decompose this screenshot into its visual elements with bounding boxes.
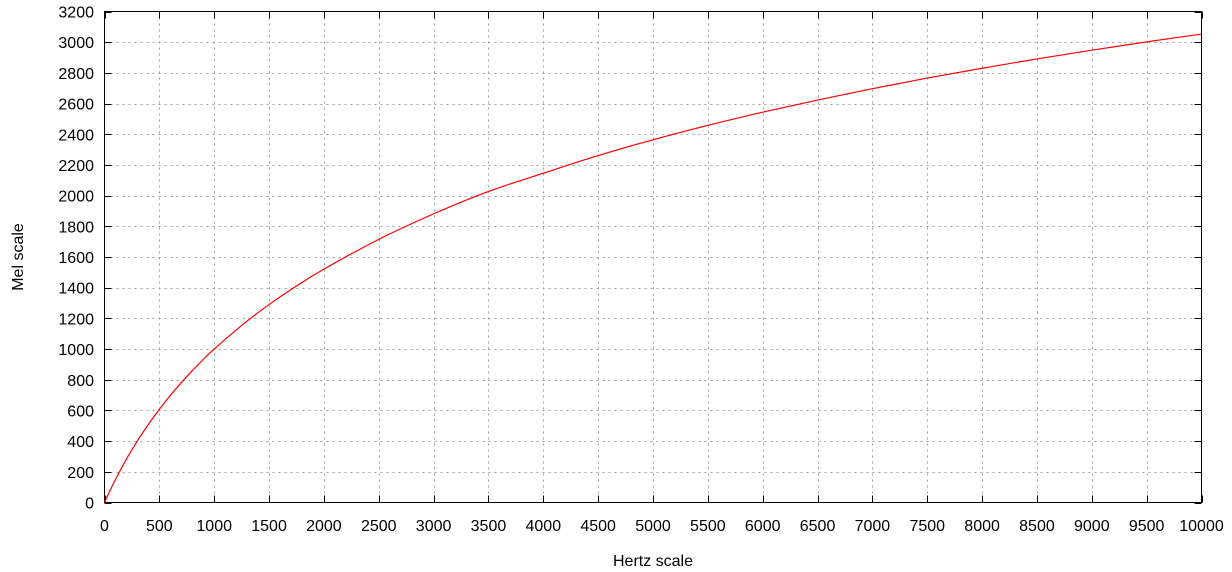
x-tick-labels: 0 500 1000 1500 2000 2500 3000 3500 4000 4500 5000…: [100, 518, 1224, 535]
x-tick-label: 3500: [471, 518, 507, 535]
x-tick-label: 9500: [1129, 518, 1165, 535]
y-tick-label: 1600: [58, 250, 94, 267]
y-tick-labels: 0 200 400 600 800 1000 1200 1400 1600 1800 2000 220…: [58, 5, 94, 513]
x-tick-label: 6000: [745, 518, 781, 535]
y-tick-label: 2800: [58, 66, 94, 83]
x-tick-label: 1000: [196, 518, 232, 535]
y-tick-label: 3200: [58, 5, 94, 22]
x-tick-label: 7500: [909, 518, 945, 535]
x-tick-label: 0: [100, 518, 109, 535]
y-tick-label: 1400: [58, 281, 94, 298]
y-tick-label: 400: [67, 434, 94, 451]
y-tick-label: 2000: [58, 189, 94, 206]
x-tick-label: 3000: [416, 518, 452, 535]
series-layer: [103, 33, 1202, 503]
y-tick-label: 2600: [58, 97, 94, 114]
x-tick-label: 2500: [361, 518, 397, 535]
series-line: [103, 33, 1202, 503]
y-tick-label: 1000: [58, 342, 94, 359]
y-tick-label: 600: [67, 403, 94, 420]
y-tick-label: 1800: [58, 219, 94, 236]
y-tick-label: 1200: [58, 311, 94, 328]
x-tick-label: 9000: [1074, 518, 1110, 535]
y-axis-title: Mel scale: [10, 223, 27, 291]
y-tick-label: 2400: [58, 127, 94, 144]
x-tick-label: 8000: [964, 518, 1000, 535]
x-tick-label: 1500: [251, 518, 287, 535]
x-tick-label: 5000: [635, 518, 671, 535]
x-tick-label: 6500: [800, 518, 836, 535]
y-tick-label: 3000: [58, 35, 94, 52]
grid-layer: [104, 11, 1202, 503]
x-tick-label: 10000: [1179, 518, 1224, 535]
x-tick-label: 5500: [690, 518, 726, 535]
x-tick-label: 4000: [526, 518, 562, 535]
x-tick-label: 2000: [306, 518, 342, 535]
y-tick-label: 200: [67, 465, 94, 482]
plot-frame: [104, 11, 1202, 503]
x-axis-title: Hertz scale: [613, 553, 693, 570]
x-tick-label: 4500: [580, 518, 616, 535]
x-tick-label: 8500: [1019, 518, 1055, 535]
y-tick-label: 0: [85, 496, 94, 513]
tick-layer: [104, 11, 1203, 504]
x-tick-label: 7000: [855, 518, 891, 535]
x-tick-label: 500: [146, 518, 173, 535]
y-tick-label: 800: [67, 373, 94, 390]
y-tick-label: 2200: [58, 158, 94, 175]
